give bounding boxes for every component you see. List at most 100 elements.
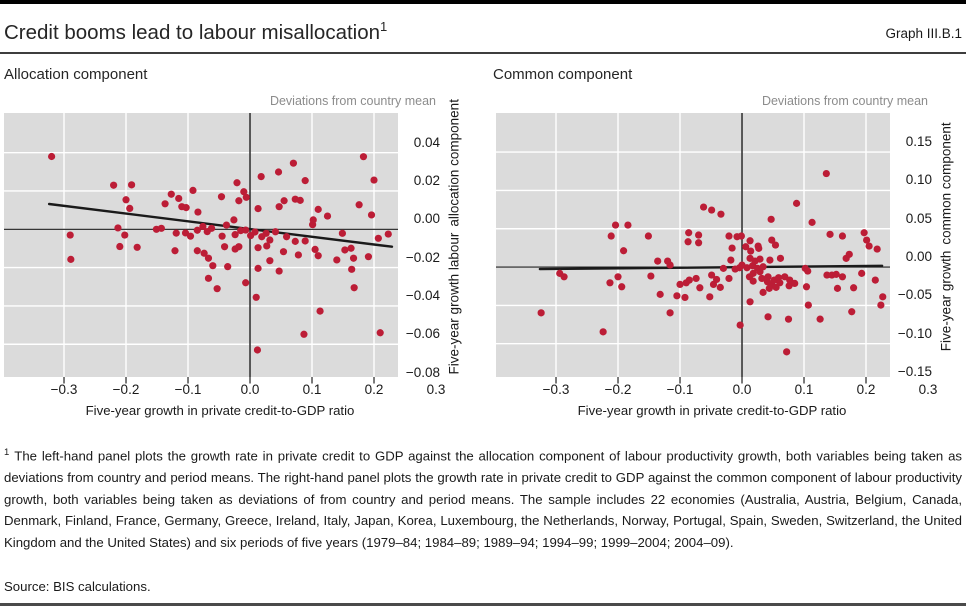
bottom-rule bbox=[0, 603, 966, 606]
data-point bbox=[224, 263, 232, 271]
data-point bbox=[749, 277, 757, 285]
y-tick-label: 0.15 bbox=[905, 134, 932, 150]
data-point bbox=[220, 243, 229, 251]
plot-background bbox=[4, 113, 398, 377]
data-point bbox=[300, 330, 308, 338]
data-point bbox=[746, 298, 754, 306]
data-point bbox=[756, 255, 764, 263]
data-point bbox=[725, 274, 733, 283]
data-point bbox=[314, 205, 322, 213]
data-point bbox=[289, 159, 298, 167]
data-point bbox=[242, 226, 250, 234]
data-point bbox=[127, 181, 136, 189]
data-point bbox=[217, 193, 226, 201]
data-point bbox=[816, 315, 824, 323]
data-point bbox=[749, 269, 757, 277]
y-tick-label: 0.00 bbox=[413, 211, 440, 227]
y-tick-label: −0.02 bbox=[405, 249, 440, 265]
data-point bbox=[364, 253, 373, 261]
y-axis-label-left: Five-year growth labour allocation compon… bbox=[446, 87, 462, 387]
data-point bbox=[666, 261, 674, 269]
data-point bbox=[767, 215, 775, 223]
data-point bbox=[727, 256, 735, 264]
data-point bbox=[823, 271, 831, 279]
data-point bbox=[316, 307, 324, 315]
data-point bbox=[235, 197, 243, 205]
data-point bbox=[175, 194, 183, 203]
data-point bbox=[860, 229, 868, 237]
data-point bbox=[766, 256, 774, 264]
data-point bbox=[742, 243, 750, 251]
y-tick-label: −0.06 bbox=[405, 326, 440, 342]
data-point bbox=[133, 243, 141, 251]
data-point bbox=[838, 232, 847, 240]
y-tick-label: −0.05 bbox=[897, 287, 932, 303]
y-axis-label-right-line1: Five-year growth bbox=[938, 250, 954, 352]
data-point bbox=[48, 152, 56, 161]
data-point bbox=[696, 284, 704, 292]
data-point bbox=[611, 221, 620, 229]
y-axis-label-left-line1: Five-year growth labour bbox=[446, 232, 462, 375]
data-point bbox=[776, 254, 785, 262]
data-point bbox=[673, 292, 681, 300]
axis-ticks bbox=[555, 377, 867, 384]
data-point bbox=[348, 265, 356, 273]
data-point bbox=[374, 234, 382, 242]
data-point bbox=[619, 247, 628, 255]
plot-canvas bbox=[496, 113, 890, 384]
data-point bbox=[66, 231, 74, 239]
data-point bbox=[231, 231, 239, 239]
data-point bbox=[791, 279, 799, 288]
data-point bbox=[349, 254, 358, 262]
data-point bbox=[804, 301, 812, 309]
data-point bbox=[695, 239, 703, 247]
data-point bbox=[242, 279, 250, 287]
data-point bbox=[784, 315, 793, 323]
data-point bbox=[189, 186, 197, 194]
y-tick-label: −0.04 bbox=[405, 287, 440, 303]
data-point bbox=[200, 249, 208, 257]
data-point bbox=[274, 168, 283, 176]
data-point bbox=[776, 279, 784, 287]
data-point bbox=[67, 255, 75, 263]
y-tick-label: −0.10 bbox=[897, 325, 932, 341]
data-point bbox=[712, 275, 721, 284]
data-point bbox=[347, 244, 355, 252]
data-point bbox=[275, 203, 283, 211]
data-point bbox=[719, 264, 728, 272]
data-point bbox=[833, 284, 842, 292]
data-point bbox=[647, 272, 655, 280]
data-point bbox=[599, 328, 607, 336]
data-point bbox=[743, 264, 751, 272]
data-point bbox=[804, 267, 812, 275]
footnote: 1 The left-hand panel plots the growth ra… bbox=[4, 442, 962, 553]
y-axis-label-right: Five-year growth common component bbox=[938, 87, 954, 387]
data-points bbox=[537, 169, 887, 356]
data-point bbox=[845, 250, 853, 258]
plot-canvas bbox=[4, 113, 398, 384]
data-point bbox=[771, 241, 780, 249]
plot-background bbox=[496, 113, 890, 377]
data-point bbox=[367, 211, 376, 219]
data-point bbox=[716, 283, 724, 291]
data-point bbox=[110, 181, 118, 189]
x-tick-label: 0.0 bbox=[240, 382, 260, 397]
x-tick-label: 0.2 bbox=[856, 382, 876, 397]
x-tick-label: −0.3 bbox=[542, 382, 570, 397]
data-point bbox=[122, 196, 130, 204]
x-tick-label: −0.3 bbox=[50, 382, 78, 397]
data-point bbox=[266, 257, 274, 265]
data-point bbox=[708, 206, 716, 214]
data-point bbox=[785, 282, 793, 290]
data-point bbox=[624, 221, 632, 229]
data-point bbox=[832, 270, 840, 278]
data-point bbox=[681, 293, 689, 302]
data-point bbox=[242, 193, 250, 201]
data-point bbox=[314, 252, 322, 260]
data-point bbox=[802, 283, 811, 291]
data-point bbox=[764, 313, 772, 321]
data-point bbox=[266, 236, 274, 244]
data-point bbox=[116, 242, 124, 251]
data-point bbox=[768, 236, 776, 244]
data-point bbox=[685, 276, 693, 284]
